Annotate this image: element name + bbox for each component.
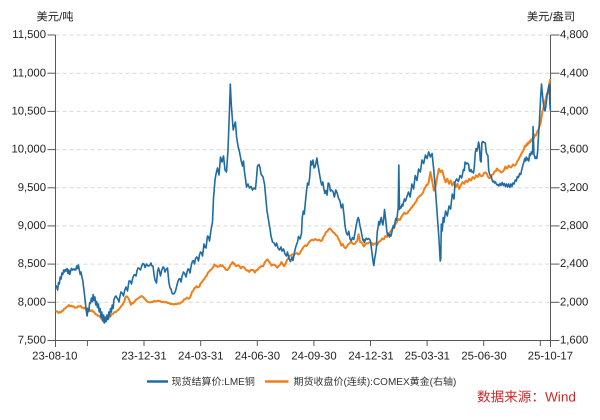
svg-text:现货结算价:LME铜: 现货结算价:LME铜 xyxy=(172,376,255,388)
svg-text:24-12-31: 24-12-31 xyxy=(348,351,393,363)
svg-text:24-03-31: 24-03-31 xyxy=(178,351,223,363)
svg-text:数据来源：Wind: 数据来源：Wind xyxy=(477,390,576,405)
svg-text:2,400: 2,400 xyxy=(560,258,588,270)
svg-text:3,600: 3,600 xyxy=(560,144,588,156)
svg-text:美元/盎司: 美元/盎司 xyxy=(527,11,575,24)
svg-text:10,000: 10,000 xyxy=(11,144,46,156)
svg-text:24-09-30: 24-09-30 xyxy=(291,351,336,363)
svg-text:2,800: 2,800 xyxy=(560,220,588,232)
svg-text:23-08-10: 23-08-10 xyxy=(32,351,77,363)
svg-text:8,000: 8,000 xyxy=(18,296,46,308)
svg-text:4,400: 4,400 xyxy=(560,67,588,79)
svg-text:11,000: 11,000 xyxy=(12,67,46,79)
svg-text:9,000: 9,000 xyxy=(18,220,46,232)
svg-text:4,800: 4,800 xyxy=(560,29,588,41)
svg-text:期货收盘价(连续):COMEX黄金(右轴): 期货收盘价(连续):COMEX黄金(右轴) xyxy=(294,376,457,388)
svg-text:8,500: 8,500 xyxy=(18,258,46,270)
svg-text:3,200: 3,200 xyxy=(560,182,588,194)
svg-text:25-10-17: 25-10-17 xyxy=(528,351,573,363)
svg-text:7,500: 7,500 xyxy=(18,335,46,347)
svg-text:9,500: 9,500 xyxy=(18,182,46,194)
svg-text:4,000: 4,000 xyxy=(560,106,588,118)
svg-text:美元/吨: 美元/吨 xyxy=(36,11,73,24)
svg-text:25-06-30: 25-06-30 xyxy=(461,351,506,363)
svg-text:11,500: 11,500 xyxy=(12,29,46,41)
svg-text:2,000: 2,000 xyxy=(560,296,588,308)
svg-text:23-12-31: 23-12-31 xyxy=(121,351,166,363)
svg-text:10,500: 10,500 xyxy=(11,106,46,118)
svg-text:24-06-30: 24-06-30 xyxy=(235,351,280,363)
svg-text:1,600: 1,600 xyxy=(560,335,588,347)
svg-text:25-03-31: 25-03-31 xyxy=(405,351,450,363)
